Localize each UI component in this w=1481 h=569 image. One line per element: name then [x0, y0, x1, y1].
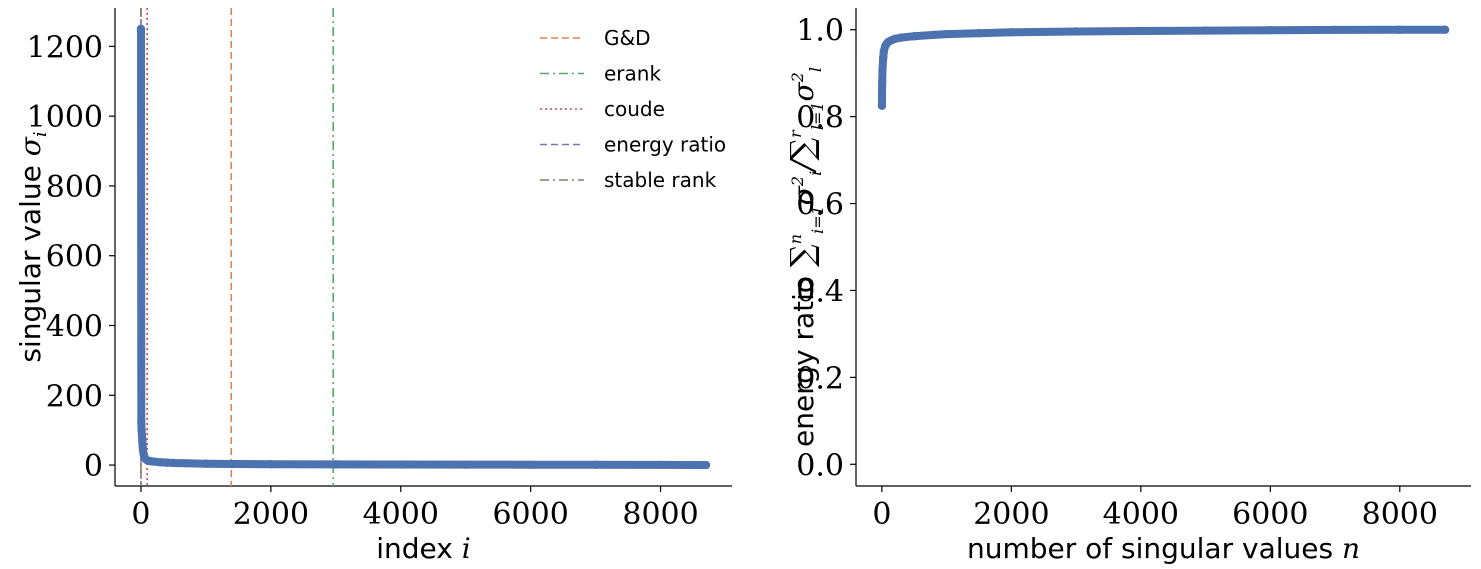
- data-point: [897, 33, 906, 42]
- legend-label: energy ratio: [604, 133, 726, 157]
- y-tick-label: 0.6: [796, 188, 844, 223]
- data-point: [878, 77, 887, 87]
- data-point: [1136, 26, 1146, 36]
- x-tick-label: 6000: [492, 497, 568, 532]
- data-point: [227, 459, 237, 469]
- data-point: [878, 53, 888, 63]
- data-point: [878, 64, 887, 74]
- legend-label: erank: [604, 62, 661, 86]
- singular-values-panel: 0 2000 4000 6000 8000 0 200 400 600 800 1000 1200 in…: [14, 8, 732, 565]
- y-tick-label: 200: [46, 379, 103, 414]
- data-point: [162, 458, 172, 467]
- y-axis-label: singular value σi: [14, 131, 51, 362]
- y-tick-label: 800: [46, 170, 103, 205]
- y-tick-label: 400: [46, 310, 103, 345]
- y-tick-label: 0: [84, 449, 103, 484]
- data-point: [201, 459, 211, 468]
- y-tick-label: 0.4: [796, 274, 844, 309]
- y-tick-label: 1000: [27, 100, 103, 135]
- x-tick-label: 6000: [1232, 497, 1308, 532]
- x-tick-label: 8000: [1362, 497, 1438, 532]
- x-tick-label: 2000: [973, 497, 1049, 532]
- y-tick-label: 0.8: [796, 101, 844, 136]
- data-point: [701, 460, 711, 470]
- data-point: [396, 460, 405, 469]
- x-tick-label: 0: [131, 497, 150, 532]
- data-point: [1395, 25, 1404, 35]
- legend-label: coude: [604, 97, 665, 121]
- data-point: [1440, 25, 1450, 34]
- data-point: [877, 101, 887, 110]
- data-point: [156, 458, 165, 467]
- data-point: [136, 24, 146, 34]
- x-tick-label: 2000: [233, 497, 309, 532]
- x-tick-label: 8000: [622, 497, 698, 532]
- data-point: [929, 30, 938, 40]
- x-tick-label: 4000: [1103, 497, 1179, 532]
- y-tick-label: 1200: [27, 30, 103, 65]
- data-point: [1071, 27, 1081, 36]
- data-point: [1330, 25, 1340, 35]
- energy-ratio-panel: 0 2000 4000 6000 8000 0.0 0.2 0.4 0.6 0.8 1.0 numbe…: [783, 8, 1471, 565]
- data-point: [461, 460, 470, 469]
- data-point: [910, 32, 919, 41]
- data-point: [182, 459, 191, 468]
- legend-label: G&D: [604, 26, 651, 50]
- legend-label: stable rank: [604, 168, 717, 192]
- x-axis-label: index i: [376, 532, 470, 565]
- data-point: [942, 29, 951, 39]
- data-point: [149, 457, 159, 466]
- data-point: [1201, 26, 1210, 35]
- y-axis-label: energy ratio ∑ni=1σ2i/∑rl=1σ2l: [783, 67, 827, 447]
- data-point: [688, 460, 698, 470]
- y-tick-label: 1.0: [796, 14, 844, 49]
- series-band: [878, 25, 1450, 110]
- x-tick-label: 0: [872, 497, 891, 532]
- data-point: [974, 29, 984, 38]
- series-band: [137, 24, 710, 469]
- data-point: [890, 34, 900, 44]
- data-point: [526, 460, 535, 469]
- data-point: [1266, 25, 1275, 35]
- data-point: [591, 460, 600, 469]
- y-tick-label: 0.0: [796, 448, 844, 483]
- data-point: [331, 460, 341, 469]
- data-point: [169, 458, 178, 468]
- data-point: [1007, 28, 1016, 37]
- data-point: [656, 460, 665, 470]
- data-point: [137, 418, 146, 428]
- y-tick-label: 600: [46, 240, 103, 275]
- y-tick-label: 0.2: [796, 361, 844, 396]
- data-point: [266, 459, 276, 469]
- x-axis-label: number of singular values n: [967, 532, 1360, 565]
- data-point: [877, 90, 887, 100]
- x-tick-label: 4000: [363, 497, 439, 532]
